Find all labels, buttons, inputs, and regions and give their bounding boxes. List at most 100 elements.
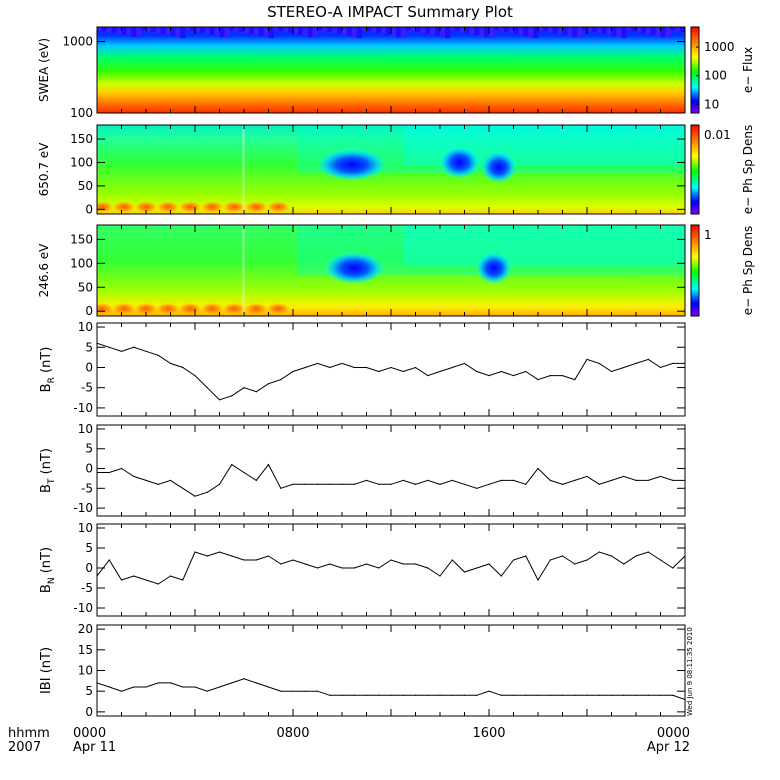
heatmap-column [312,27,318,38]
heatmap-field [97,225,685,316]
data-point [463,571,466,573]
data-point [304,690,306,692]
y-tick-label: 5 [85,340,93,354]
y-tick-label: 100 [70,106,93,120]
data-point [574,563,576,565]
data-point [586,358,588,360]
data-point [610,694,613,696]
y-axis-label-unit: (nT) [39,547,54,577]
data-point [451,479,453,481]
y-axis-label-sub: R [47,377,57,383]
heatmap-column [366,27,372,31]
data-point [255,559,257,561]
data-point [292,690,294,692]
heatmap-column [640,27,647,33]
data-point [561,483,564,485]
data-point [206,555,208,557]
data-point [280,690,282,692]
data-point [512,694,515,696]
heatmap-column [577,27,583,38]
colorbar-tick-label: 1000 [704,40,735,54]
heatmap-column [420,27,426,33]
heatmap-warm-spot [97,302,114,315]
heatmap-column [518,27,524,35]
data-point [120,579,123,581]
heatmap-warm-spot [111,302,136,315]
data-point [133,575,135,577]
data-point [108,346,110,348]
data-point [182,579,184,581]
heatmap-column [244,27,250,33]
y-axis-label: SWEA (eV) [37,38,51,102]
data-point [133,686,135,688]
panel-frame [96,624,686,717]
heatmap-column [444,27,451,38]
heatmap-warm-spot [97,200,114,213]
data-point [659,559,662,561]
heatmap-column [346,27,353,36]
data-point [402,563,404,565]
data-point [255,682,257,684]
data-point [402,370,404,373]
data-point [329,694,331,696]
data-point [365,563,368,565]
heatmap-area [97,27,685,113]
data-point [476,567,478,569]
data-point [586,694,588,696]
heatmap-column [263,27,269,37]
data-point [488,483,490,485]
data-point [231,395,233,397]
data-point [463,362,466,365]
heatmap-area [97,225,685,316]
data-point [365,366,368,369]
heatmap-column [611,27,617,36]
heatmap-column [484,27,490,37]
heatmap-blob [316,148,387,181]
heatmap-column [449,27,456,30]
colorbar [690,124,700,215]
data-point [659,694,662,696]
colorbar [690,224,700,317]
data-point [488,563,490,565]
data-point [623,563,625,565]
data-point [439,575,441,577]
y-axis-label: 246.6 eV [37,243,51,298]
heatmap-column [126,27,132,36]
heatmap-column [293,27,299,34]
data-point [623,366,625,369]
heatmap-column [297,27,304,35]
data-point [378,567,380,569]
data-point [610,479,613,481]
heatmap-column [322,27,328,31]
heatmap-column [513,27,519,34]
data-point [145,479,147,481]
data-point [512,374,515,377]
heatmap-column [425,27,431,34]
data-point [414,483,417,485]
x-tick-label: 0800 [276,726,309,741]
data-point [96,471,98,474]
panel-frame [96,424,686,517]
data-point [280,563,282,565]
data-point [684,479,686,481]
heatmap-column [670,27,676,30]
data-point [561,555,564,557]
y-axis-label-sub: T [47,478,57,485]
data-point [549,479,551,481]
colorbar-tick-label: 10 [704,97,719,111]
heatmap-column [288,27,294,33]
data-point [402,694,404,696]
data-point [672,567,674,569]
heatmap-warm-spot [244,200,269,213]
data-point [96,342,98,344]
heatmap-column [376,27,382,33]
data-point [267,383,270,385]
data-point [243,387,245,389]
heatmap-column [253,27,260,35]
data-point [500,370,502,373]
data-point [218,483,221,485]
data-point [194,551,196,553]
heatmap-warm-spot [244,302,269,315]
colorbar-tick-label: 1 [704,228,712,242]
